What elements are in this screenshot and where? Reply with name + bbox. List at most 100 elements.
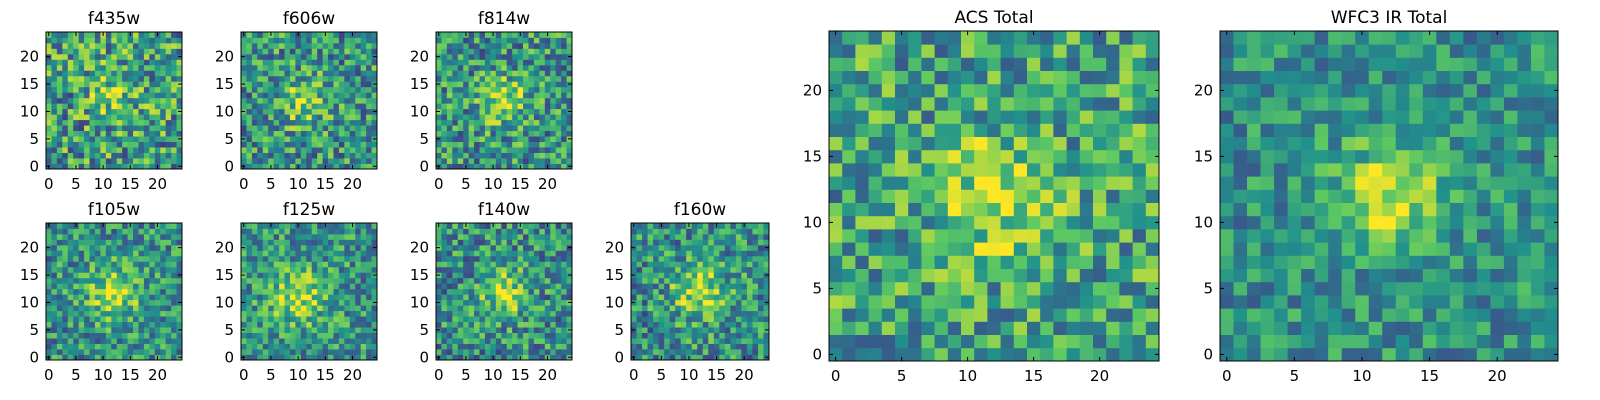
heatmap-cell (154, 152, 161, 159)
heatmap-cell (642, 283, 648, 290)
heatmap-cell (355, 97, 362, 104)
heatmap-cell (446, 152, 453, 159)
heatmap-cell (484, 59, 491, 66)
heatmap-cell (73, 103, 80, 110)
heatmap-cell (355, 108, 362, 115)
heatmap-cell (1053, 189, 1067, 203)
heatmap-cell (349, 250, 356, 257)
heatmap-cell (746, 305, 753, 312)
heatmap-cell (51, 32, 58, 38)
panel-title: f125w (283, 200, 335, 220)
heatmap-cell (517, 239, 524, 246)
heatmap-cell (691, 294, 698, 301)
heatmap-cell (561, 316, 567, 323)
heatmap-cell (533, 316, 540, 323)
heatmap-cell (669, 305, 676, 312)
heatmap-cell (523, 310, 529, 317)
heatmap-cell (51, 119, 58, 126)
heatmap-cell (730, 316, 737, 323)
heatmap-cell (355, 119, 362, 126)
heatmap-cell (512, 97, 518, 104)
panel-title: f435w (88, 9, 140, 29)
heatmap-cell (501, 42, 508, 49)
heatmap-cell (868, 308, 883, 322)
heatmap-cell (73, 48, 80, 55)
heatmap-cell (523, 141, 529, 148)
heatmap-cell (446, 283, 453, 290)
heatmap-cell (246, 343, 253, 350)
heatmap-cell (506, 158, 513, 164)
heatmap-cell (566, 37, 573, 44)
heatmap-cell (1066, 215, 1081, 230)
heatmap-cell (333, 332, 340, 339)
y-tick-label: 10 (20, 102, 39, 120)
heatmap-cell (284, 130, 291, 137)
heatmap-cell (366, 294, 372, 301)
heatmap-cell (539, 332, 546, 339)
heatmap-cell (116, 321, 123, 328)
heatmap-cell (544, 288, 551, 295)
heatmap-cell (344, 48, 351, 55)
heatmap-cell (441, 119, 448, 126)
heatmap-cell (544, 37, 551, 44)
heatmap-cell (463, 64, 470, 71)
heatmap-cell (56, 114, 63, 121)
heatmap-cell (457, 228, 464, 235)
heatmap-cell (452, 233, 459, 240)
heatmap-cell (484, 288, 491, 295)
heatmap-cell (133, 152, 139, 159)
heatmap-cell (165, 70, 172, 77)
heatmap-cell (338, 32, 345, 38)
heatmap-cell (344, 255, 351, 262)
heatmap-cell (62, 103, 69, 110)
heatmap-cell (842, 268, 856, 283)
heatmap-cell (441, 250, 448, 257)
heatmap-cell (149, 244, 156, 251)
heatmap-cell (273, 108, 280, 115)
heatmap-cell (127, 239, 134, 246)
heatmap-cell (138, 130, 145, 137)
heatmap-cell (501, 354, 508, 361)
heatmap-cell (300, 152, 307, 159)
heatmap-cell (366, 141, 372, 148)
heatmap-cell (84, 158, 90, 164)
heatmap-cell (484, 250, 491, 257)
heatmap-cell (1013, 334, 1028, 349)
heatmap-cell (490, 255, 497, 262)
heatmap-cell (300, 136, 307, 142)
heatmap-cell (528, 70, 535, 77)
heatmap-cell (165, 261, 172, 268)
heatmap-cell (311, 136, 318, 142)
heatmap-cell (111, 103, 118, 110)
heatmap-cell (241, 125, 247, 132)
heatmap-cell (149, 310, 156, 317)
heatmap-cell (436, 228, 442, 235)
heatmap-cell (306, 233, 313, 240)
heatmap-cell (457, 277, 464, 284)
heatmap-cell (176, 316, 183, 323)
heatmap-cell (322, 108, 329, 115)
heatmap-cell (555, 327, 562, 333)
heatmap-cell (94, 299, 101, 306)
heatmap-cell (143, 114, 150, 121)
heatmap-cell (122, 108, 128, 115)
heatmap-cell (154, 81, 161, 88)
heatmap-cell (149, 343, 156, 350)
heatmap-cell (105, 114, 112, 121)
heatmap-cell (908, 202, 922, 217)
heatmap-cell (322, 228, 329, 235)
heatmap-cell (257, 316, 264, 323)
heatmap-cell (544, 86, 551, 93)
heatmap-cell (517, 283, 524, 290)
heatmap-cell (555, 266, 562, 273)
heatmap-cell (490, 250, 497, 257)
heatmap-cell (154, 147, 161, 153)
heatmap-cell (921, 149, 935, 164)
heatmap-cell (262, 86, 269, 93)
heatmap-cell (474, 316, 480, 323)
heatmap-cell (446, 266, 453, 273)
heatmap-cell (289, 272, 296, 279)
heatmap-cell (550, 59, 557, 66)
heatmap-cell (84, 244, 90, 251)
heatmap-cell (479, 59, 486, 66)
